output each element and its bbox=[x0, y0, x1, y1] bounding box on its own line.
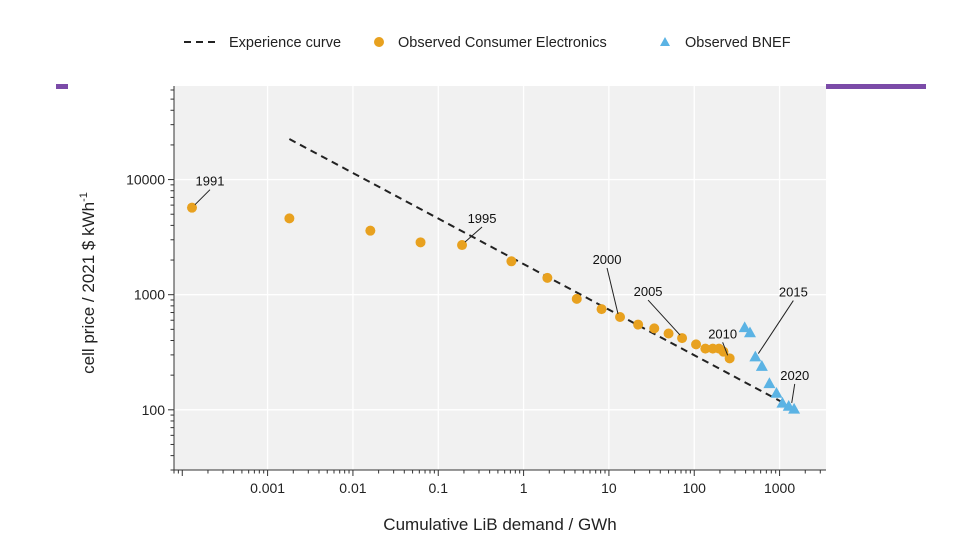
consumer-electronics-point-2 bbox=[365, 225, 376, 236]
y-axis-title: cell price / 2021 $ kWh-1 bbox=[78, 192, 98, 374]
bnef-point-3 bbox=[755, 360, 768, 371]
consumer-electronics-point-7 bbox=[571, 293, 582, 304]
consumer-electronics-point-18 bbox=[718, 346, 729, 357]
annotation-label-2005: 2005 bbox=[634, 284, 663, 299]
bnef-point-8 bbox=[788, 402, 801, 414]
y-tick-label-2: 10000 bbox=[126, 172, 165, 188]
annotation-leader-1991 bbox=[194, 189, 211, 206]
consumer-electronics-point-10 bbox=[633, 319, 644, 330]
annotation-leader-2015 bbox=[757, 300, 794, 354]
annotation-label-2015: 2015 bbox=[779, 285, 808, 300]
consumer-electronics-point-5 bbox=[506, 256, 517, 267]
x-axis-title: Cumulative LiB demand / GWh bbox=[383, 515, 616, 534]
consumer-electronics-point-11 bbox=[649, 323, 660, 334]
annotation-label-1991: 1991 bbox=[196, 174, 225, 189]
consumer-electronics-point-13 bbox=[677, 333, 688, 344]
consumer-electronics-point-9 bbox=[615, 312, 626, 323]
bnef-point-2 bbox=[749, 350, 762, 362]
axis-titles: Cumulative LiB demand / GWh cell price / … bbox=[78, 192, 617, 534]
consumer-electronics-point-0 bbox=[186, 202, 197, 213]
accent-bars bbox=[56, 84, 926, 89]
bnef-point-5 bbox=[770, 386, 783, 398]
consumer-electronics-point-8 bbox=[596, 304, 607, 315]
x-tick-label-3: 1 bbox=[520, 480, 528, 496]
annotation-label-2000: 2000 bbox=[593, 252, 622, 267]
y-axis-title-superscript: -1 bbox=[78, 192, 90, 202]
bnef-point-1 bbox=[743, 326, 756, 338]
x-tick-label-5: 100 bbox=[683, 480, 707, 496]
accent-bar-left bbox=[56, 84, 68, 89]
bnef-point-0 bbox=[738, 321, 751, 333]
legend-experience-curve-label: Experience curve bbox=[229, 35, 341, 51]
consumer-electronics-point-3 bbox=[415, 237, 426, 248]
consumer-electronics-point-1 bbox=[284, 213, 295, 224]
legend-bnef-label: Observed BNEF bbox=[685, 35, 791, 51]
annotation-leader-2000 bbox=[606, 267, 619, 315]
x-tick-label-2: 0.1 bbox=[429, 480, 449, 496]
y-tick-label-0: 100 bbox=[142, 402, 166, 418]
consumer-electronics-point-4 bbox=[457, 240, 468, 251]
annotation-leader-2010 bbox=[722, 342, 729, 356]
annotation-leader-2020 bbox=[791, 383, 796, 404]
annotation-label-2010: 2010 bbox=[708, 326, 737, 341]
plot-frame bbox=[173, 86, 826, 471]
legend-consumer-electronics-swatch bbox=[374, 37, 384, 47]
legend-bnef-swatch bbox=[660, 37, 670, 46]
consumer-electronics-point-12 bbox=[663, 328, 674, 339]
consumer-electronics-point-6 bbox=[542, 272, 553, 283]
data-marks bbox=[186, 138, 801, 414]
consumer-electronics-point-19 bbox=[724, 353, 735, 364]
accent-bar-right bbox=[826, 84, 926, 89]
bnef-point-6 bbox=[776, 396, 789, 408]
consumer-electronics-point-15 bbox=[700, 343, 711, 354]
x-tick-label-6: 1000 bbox=[764, 480, 795, 496]
plot-area bbox=[174, 86, 826, 470]
x-tick-label-4: 10 bbox=[601, 480, 617, 496]
consumer-electronics-point-14 bbox=[691, 339, 702, 350]
experience-curve-line bbox=[288, 138, 790, 407]
x-tick-label-1: 0.01 bbox=[339, 480, 366, 496]
annotation-label-1995: 1995 bbox=[468, 211, 497, 226]
legend-consumer-electronics-label: Observed Consumer Electronics bbox=[398, 35, 607, 51]
annotation-leader-1995 bbox=[464, 226, 483, 243]
y-tick-label-1: 1000 bbox=[134, 287, 165, 303]
year-annotations: 1991 1995 2000 2005 2010 2015 2020 bbox=[194, 174, 809, 404]
bnef-point-4 bbox=[763, 377, 776, 389]
axis-ticks: 0.001 0.01 0.1 1 10 100 1000 100 1000 10000 bbox=[126, 89, 821, 496]
legend: Experience curve Observed Consumer Electr… bbox=[184, 35, 791, 51]
annotation-leader-2005 bbox=[647, 299, 681, 336]
annotation-label-2020: 2020 bbox=[780, 368, 809, 383]
x-tick-label-0: 0.001 bbox=[250, 480, 285, 496]
y-axis-title-main: cell price / 2021 $ kWh bbox=[79, 202, 98, 374]
